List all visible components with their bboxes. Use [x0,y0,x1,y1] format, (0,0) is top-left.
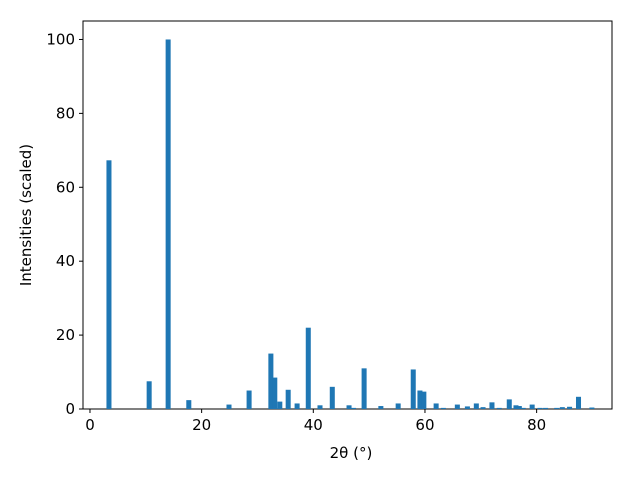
bar [537,407,543,409]
bar [305,327,311,409]
bar [516,406,522,409]
bar [543,407,549,409]
y-tick-label: 0 [65,400,75,418]
bar [554,407,560,409]
x-axis-label: 2θ (°) [330,444,373,462]
bar [186,400,192,409]
bar [395,403,401,409]
y-tick-label: 20 [56,326,75,344]
bar [417,390,423,409]
bar [294,403,300,409]
y-tick-label: 100 [46,30,75,48]
x-tick-label: 20 [192,416,211,434]
x-tick-label: 80 [527,416,546,434]
bar [226,404,232,409]
bar [361,368,367,409]
bar [146,381,152,409]
bar [480,407,486,409]
bar [410,369,416,409]
bar [350,407,357,409]
bar [464,406,470,409]
bar [277,401,283,409]
bar [454,404,460,409]
bar [329,386,335,409]
bar [440,407,446,409]
bar [559,407,565,409]
bar [346,405,352,409]
bar [529,404,535,409]
bar [575,396,582,409]
x-tick-label: 60 [415,416,434,434]
bar [433,403,439,409]
bar [421,391,427,409]
plot-frame [82,20,613,410]
x-tick-label: 40 [304,416,323,434]
bar [317,405,323,409]
bar [165,39,171,409]
bar [272,377,278,409]
bar [285,389,291,409]
y-tick-label: 60 [56,178,75,196]
bar [378,406,384,409]
bar [513,405,519,409]
y-tick-label: 80 [56,104,75,122]
y-axis-label: Intensities (scaled) [17,144,35,286]
bar [589,407,595,409]
bar [506,399,512,409]
bar [489,402,495,409]
y-tick-label: 40 [56,252,75,270]
bar [520,407,526,409]
bar [106,160,112,409]
x-tick-label: 0 [85,416,95,434]
bar [496,407,502,409]
bar [246,390,252,409]
bar [268,353,274,409]
bar [473,403,479,409]
bar [567,406,573,409]
